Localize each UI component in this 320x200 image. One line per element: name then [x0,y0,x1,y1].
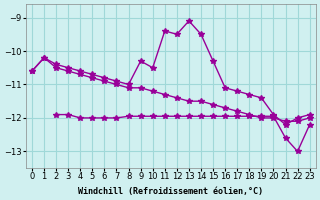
X-axis label: Windchill (Refroidissement éolien,°C): Windchill (Refroidissement éolien,°C) [78,187,263,196]
